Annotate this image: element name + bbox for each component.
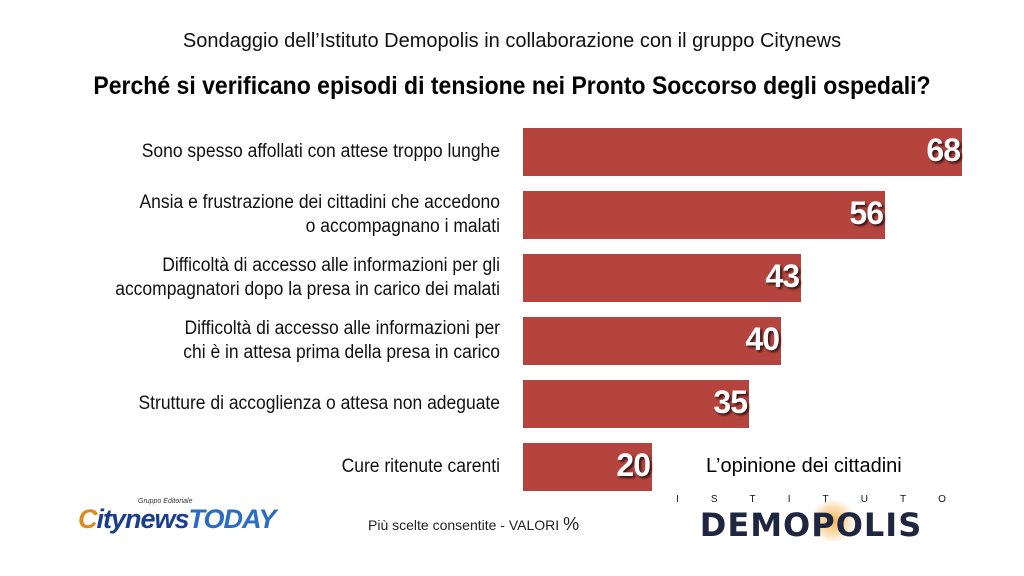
category-label-line: o accompagnano i malati (305, 216, 500, 237)
citynews-group-label: Gruppo Editoriale (138, 498, 193, 505)
citynews-city: itynews (96, 504, 190, 534)
category-label: Ansia e frustrazione dei cittadini che a… (77, 191, 500, 239)
footnote-text: Più scelte consentite - VALORI (368, 517, 560, 533)
demopolis-istituto-letter: I (787, 494, 791, 505)
opinion-caption: L’opinione dei cittadini (706, 455, 902, 477)
category-label-line: accompagnatori dopo la presa in carico d… (115, 279, 500, 300)
demopolis-istituto-letter: U (860, 494, 868, 505)
demopolis-istituto-letter: I (676, 494, 679, 505)
citynews-today-logo: Gruppo Editoriale CitynewsTODAY (78, 498, 288, 538)
footnote-unit: % (563, 514, 580, 534)
category-label: Difficoltà di accesso alle informazioni … (77, 254, 500, 302)
bar-value-label: 35 (713, 384, 748, 420)
category-label-line: chi è in attesa prima della presa in car… (183, 342, 500, 363)
citynews-today: TODAY (188, 504, 277, 534)
demopolis-logo: I S T I T U T O DEMOPOLIS (676, 494, 946, 544)
category-label-line: Ansia e frustrazione dei cittadini che a… (139, 192, 500, 213)
bar-value-label: 56 (849, 195, 884, 231)
bar-value-label: 20 (616, 447, 651, 483)
category-label: Sono spesso affollati con attese troppo … (77, 140, 500, 164)
demopolis-glow (809, 500, 857, 542)
demopolis-wordmark: DEMOPOLIS (699, 506, 923, 544)
demopolis-istituto-letter: S (710, 494, 718, 505)
category-label-line: Sono spesso affollati con attese troppo … (141, 141, 500, 162)
bar-value-label: 40 (745, 321, 780, 357)
demopolis-istituto-letter: O (938, 494, 946, 505)
bar: 40 (523, 317, 781, 365)
survey-subtitle: Sondaggio dell’Istituto Demopolis in col… (182, 30, 842, 52)
bar-value-label: 68 (926, 132, 961, 168)
category-label: Strutture di accoglienza o attesa non ad… (77, 392, 500, 416)
category-label: Cure ritenute carenti (77, 455, 500, 479)
bar: 43 (523, 254, 801, 302)
category-label-line: Strutture di accoglienza o attesa non ad… (138, 393, 501, 414)
demopolis-istituto-letter: T (822, 494, 829, 505)
citynews-wordmark: CitynewsTODAY (78, 504, 277, 535)
category-label-line: Difficoltà di accesso alle informazioni … (184, 318, 500, 339)
bar-value-label: 43 (765, 258, 800, 294)
category-label: Difficoltà di accesso alle informazioni … (77, 317, 500, 365)
demopolis-istituto-letter: T (899, 494, 907, 505)
citynews-c: C (78, 504, 97, 534)
demopolis-istituto-letter: T (749, 494, 756, 505)
chart-title: Perché si verificano episodi di tensione… (93, 72, 931, 100)
footnote: Più scelte consentite - VALORI % (368, 514, 579, 535)
bar: 20 (523, 443, 652, 491)
bar: 35 (523, 380, 749, 428)
bar: 56 (523, 191, 885, 239)
category-label-line: Cure ritenute carenti (341, 456, 500, 477)
category-label-line: Difficoltà di accesso alle informazioni … (162, 255, 500, 276)
bar: 68 (523, 128, 962, 176)
